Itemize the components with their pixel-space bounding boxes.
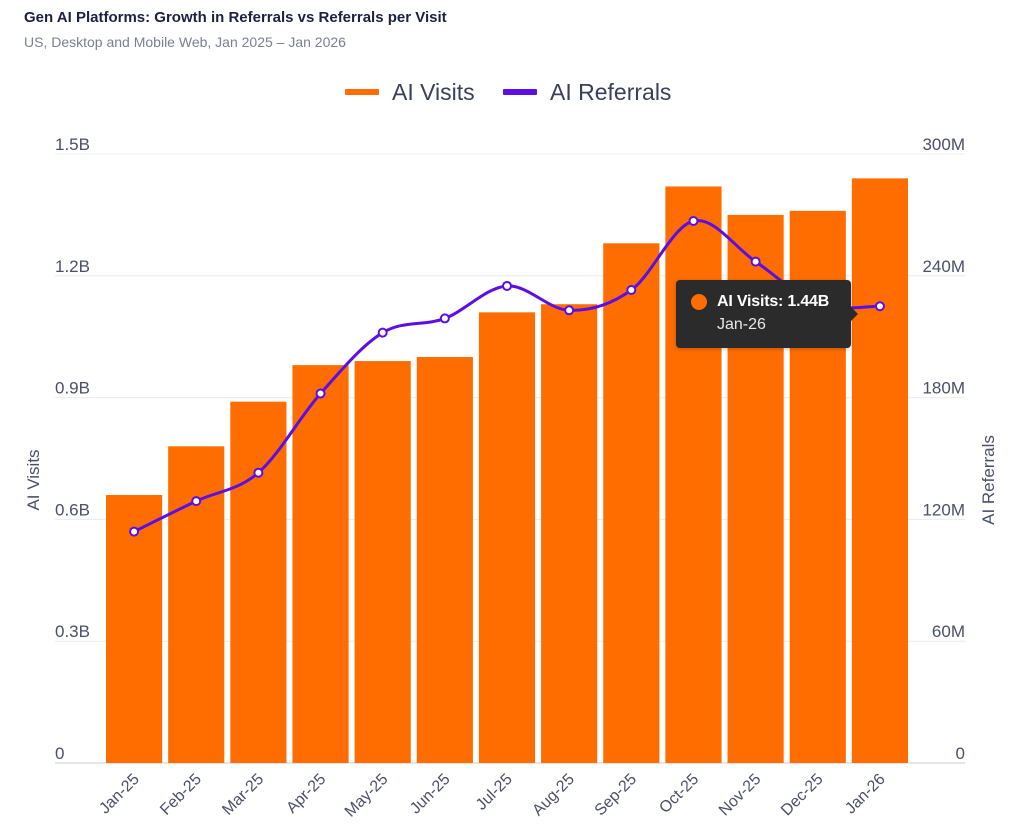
y-left-tick-label: 0.6B — [55, 500, 90, 519]
chart-title: Gen AI Platforms: Growth in Referrals vs… — [24, 9, 447, 26]
visits-bar — [851, 178, 908, 764]
x-tick-label: Aug-25 — [529, 771, 578, 820]
referrals-point — [129, 526, 140, 537]
legend[interactable]: AI Visits AI Referrals — [345, 79, 671, 105]
referrals-point — [564, 305, 575, 316]
y-left-tick-label: 1.5B — [55, 135, 90, 154]
x-axis: Jan-25 Feb-25 Mar-25 Apr-25 May-25 Jun-25 Jul-… — [96, 771, 889, 821]
y-left-tick-label: 1.2B — [55, 257, 90, 276]
tooltip-value: AI Visits: 1.44B — [717, 293, 830, 310]
referrals-point — [502, 280, 512, 291]
y-axis-left: 0 0.3B 0.6B 0.9B 1.2B 1.5B — [55, 135, 90, 763]
y-axis-left-title: AI Visits — [24, 449, 43, 510]
x-tick-label: Apr-25 — [283, 771, 329, 817]
y-left-tick-label: 0.9B — [55, 379, 90, 398]
y-right-tick-label: 120M — [922, 500, 965, 519]
referrals-point — [191, 496, 202, 507]
y-right-tick-label: 0 — [956, 744, 965, 763]
visits-bar — [106, 495, 163, 763]
referrals-line-series — [129, 215, 885, 537]
x-tick-label: Oct-25 — [656, 771, 702, 817]
x-tick-label: Sep-25 — [592, 771, 641, 820]
tooltip-series-dot — [691, 294, 707, 310]
referrals-point — [253, 467, 264, 478]
y-right-tick-label: 300M — [922, 135, 965, 154]
tooltip-category: Jan-26 — [717, 316, 766, 333]
x-tick-label: May-25 — [342, 771, 392, 821]
x-tick-label: Jul-25 — [473, 771, 516, 814]
y-right-tick-label: 240M — [922, 257, 965, 276]
y-axis-right: 0 60M 120M 180M 240M 300M — [922, 135, 965, 763]
visits-bar — [416, 357, 473, 763]
visits-bar — [665, 186, 722, 764]
y-left-tick-label: 0 — [55, 744, 64, 763]
referrals-point — [874, 301, 885, 312]
referrals-point — [439, 313, 450, 324]
y-right-tick-label: 180M — [922, 379, 965, 398]
y-right-tick-label: 60M — [932, 622, 965, 641]
visits-bar — [541, 304, 598, 763]
x-tick-label: Jan-26 — [842, 771, 889, 818]
x-tick-label: Jun-25 — [407, 771, 454, 818]
referrals-point — [750, 256, 761, 267]
visits-bar — [292, 365, 349, 763]
visits-bar — [603, 243, 660, 763]
x-tick-label: Feb-25 — [157, 771, 205, 819]
visits-bar — [478, 312, 536, 763]
tooltip: AI Visits: 1.44B Jan-26 — [676, 280, 858, 348]
legend-label-visits: AI Visits — [392, 79, 475, 105]
x-tick-label: Nov-25 — [716, 771, 765, 820]
visits-bars — [106, 178, 908, 764]
y-axis-right-title: AI Referrals — [979, 435, 998, 525]
referrals-point — [315, 388, 326, 399]
visits-bar — [354, 361, 411, 763]
legend-swatch-referrals — [503, 89, 537, 95]
x-tick-label: Mar-25 — [219, 771, 267, 819]
visits-bar — [230, 401, 287, 763]
x-tick-label: Jan-25 — [96, 771, 143, 818]
referrals-point — [377, 327, 388, 338]
referrals-point — [688, 215, 699, 226]
referrals-point — [626, 285, 637, 296]
x-tick-label: Dec-25 — [778, 771, 827, 820]
legend-label-referrals: AI Referrals — [550, 79, 671, 105]
y-left-tick-label: 0.3B — [55, 622, 90, 641]
legend-swatch-visits — [345, 89, 379, 95]
chart-subtitle: US, Desktop and Mobile Web, Jan 2025 – J… — [24, 34, 346, 50]
